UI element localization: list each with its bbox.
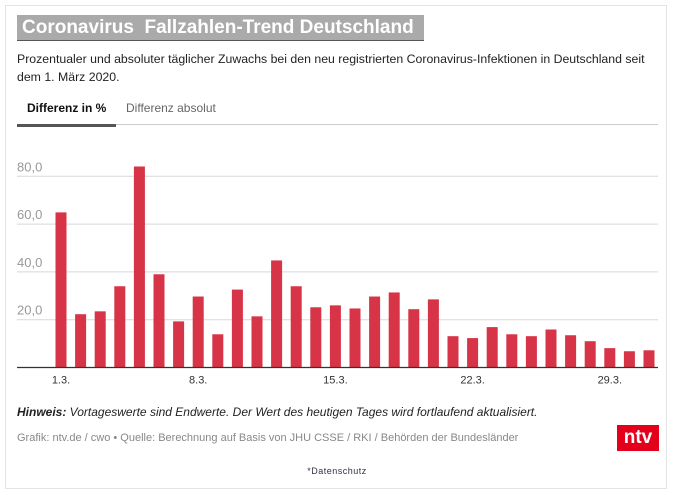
- tab-absolute-difference[interactable]: Differenz absolut: [126, 101, 216, 115]
- x-tick-label: 29.3.: [598, 375, 622, 387]
- chart-title: Coronavirus Fallzahlen-Trend Deutschland: [17, 15, 424, 41]
- bar: [251, 316, 263, 368]
- bar: [506, 334, 518, 368]
- bar: [349, 308, 361, 368]
- bar: [604, 348, 616, 368]
- bar: [565, 335, 577, 368]
- x-tick-label: 15.3.: [323, 375, 347, 387]
- y-tick-label: 20,0: [17, 303, 42, 318]
- bar: [94, 311, 106, 368]
- bar: [369, 296, 381, 368]
- bar: [486, 327, 498, 368]
- note: Hinweis: Vortageswerte sind Endwerte. De…: [17, 405, 537, 419]
- bar: [427, 299, 439, 368]
- bar: [525, 336, 537, 368]
- tab-bar: Differenz in % Differenz absolut: [17, 96, 658, 127]
- tab-percent-difference[interactable]: Differenz in %: [17, 101, 116, 127]
- bar: [153, 274, 165, 368]
- bar: [447, 336, 459, 368]
- bar: [133, 166, 145, 368]
- bar-chart: 20,0 40,0 60,0 80,0 1.3. 8.3. 15.3. 22.3. 29.3.: [17, 159, 658, 387]
- note-text: Vortageswerte sind Endwerte. Der Wert de…: [66, 405, 538, 419]
- bar: [192, 296, 204, 368]
- chart-frame: [5, 5, 667, 489]
- bar: [329, 305, 341, 368]
- bar: [545, 329, 557, 368]
- bar: [388, 292, 400, 368]
- bar: [584, 341, 596, 368]
- bar: [212, 334, 224, 368]
- bar: [114, 286, 126, 368]
- bar: [408, 309, 420, 368]
- ntv-logo: ntv: [617, 425, 659, 451]
- bar: [55, 212, 67, 368]
- bar: [467, 338, 479, 368]
- x-tick-label: 8.3.: [189, 375, 207, 387]
- x-tick-label: 1.3.: [52, 375, 70, 387]
- source-credit: Grafik: ntv.de / cwo • Quelle: Berechnun…: [17, 432, 519, 444]
- bar: [75, 314, 87, 368]
- note-label: Hinweis:: [17, 405, 67, 419]
- y-tick-label: 60,0: [17, 207, 42, 222]
- y-tick-label: 40,0: [17, 255, 42, 270]
- chart-subtitle: Prozentualer und absoluter täglicher Zuw…: [17, 52, 645, 84]
- bar: [643, 350, 655, 368]
- bar: [290, 286, 302, 368]
- privacy-link[interactable]: *Datenschutz: [307, 466, 367, 476]
- x-tick-label: 22.3.: [460, 375, 484, 387]
- bar: [271, 260, 283, 368]
- bar: [310, 307, 322, 368]
- bar: [173, 321, 185, 368]
- bar: [623, 351, 635, 368]
- y-tick-label: 80,0: [17, 159, 42, 174]
- bar: [231, 289, 243, 368]
